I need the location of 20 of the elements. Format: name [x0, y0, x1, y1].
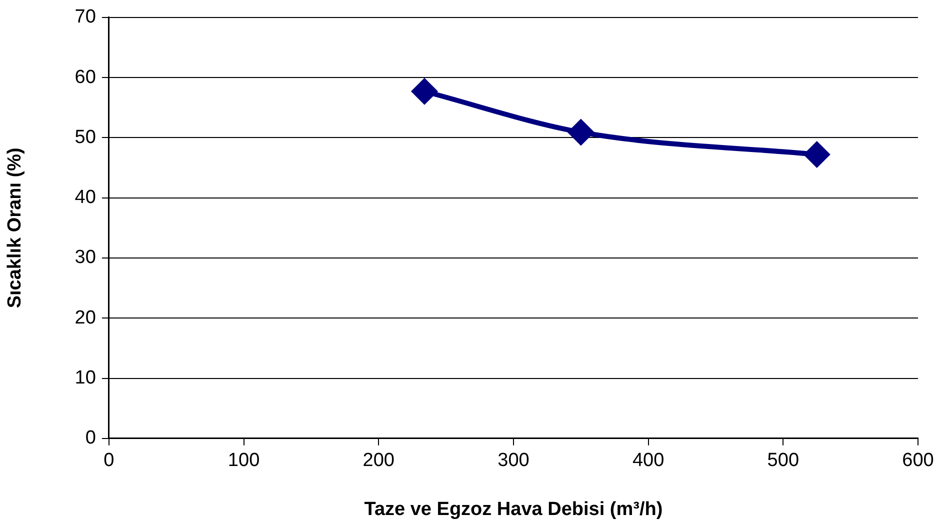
x-tick-label: 400 [632, 450, 664, 472]
y-tick-label: 40 [74, 187, 96, 208]
point [412, 78, 437, 104]
x-axis-title: Taze ve Egzoz Hava Debisi (m³/h) [364, 498, 663, 520]
y-tick-label: 20 [74, 307, 96, 328]
x-tick-label: 500 [767, 450, 800, 472]
y-tick-label: 70 [74, 6, 96, 28]
point [804, 142, 830, 168]
x-tick-label: 200 [362, 450, 394, 472]
x-tick-label: 0 [104, 450, 114, 472]
point [568, 120, 594, 145]
y-tick-label: 60 [74, 66, 96, 88]
x-tick-label: 600 [902, 450, 934, 472]
y-tick-label: 0 [85, 428, 96, 449]
x-tick-label: 300 [498, 450, 530, 472]
y-tick-label: 10 [74, 367, 96, 388]
y-tick-label: 30 [74, 247, 96, 268]
x-tick-label: 100 [228, 450, 260, 472]
y-tick-label: 50 [74, 126, 96, 148]
y-axis-title: Sıcaklık Oranı (%) [4, 148, 26, 308]
